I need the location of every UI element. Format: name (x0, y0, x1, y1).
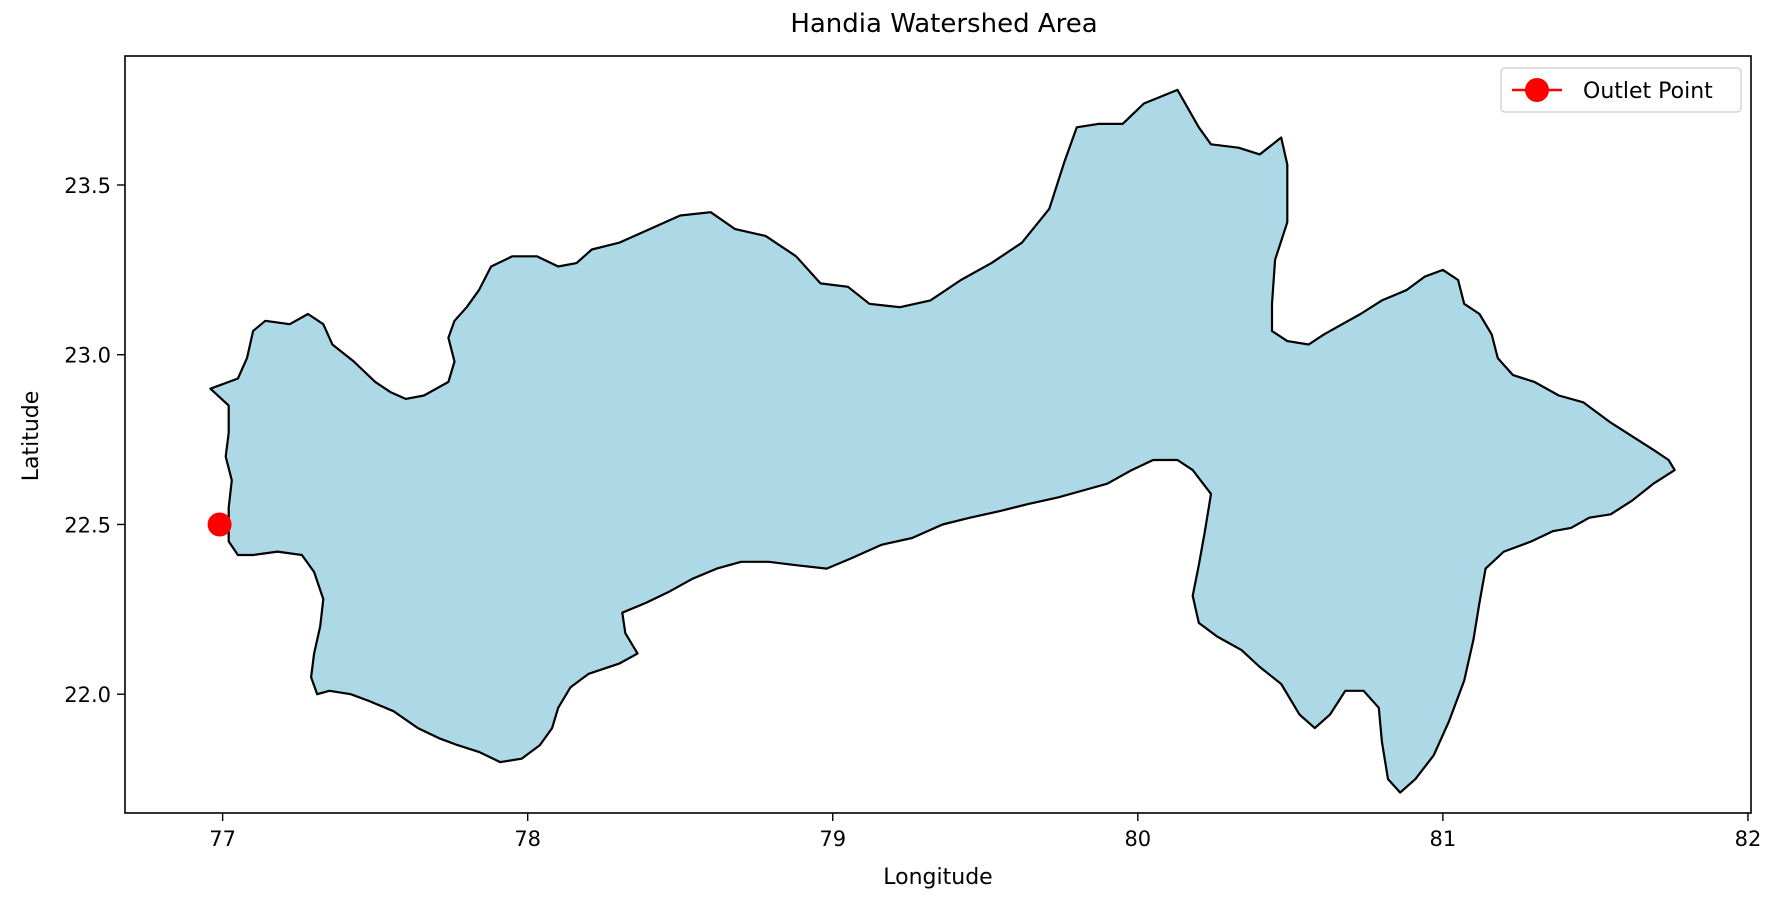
x-tick-label: 77 (209, 827, 236, 851)
x-tick-label: 82 (1735, 827, 1762, 851)
x-axis-label: Longitude (883, 865, 992, 890)
y-tick-label: 23.5 (64, 174, 111, 198)
legend-entry-outlet-point: Outlet Point (1583, 79, 1713, 104)
plot-frame (124, 55, 1752, 814)
legend-outlet-marker (1525, 78, 1549, 102)
x-axis: 77 78 79 80 81 82 (209, 813, 1761, 851)
y-axis-label: Latitude (19, 391, 44, 482)
y-tick-label: 22.5 (64, 513, 111, 537)
plot-area (124, 55, 1752, 814)
watershed-polygon (209, 88, 1676, 794)
legend-box (1500, 67, 1742, 113)
x-tick-label: 78 (514, 827, 541, 851)
x-tick-label: 79 (819, 827, 846, 851)
y-axis: 22.0 22.5 23.0 23.5 (64, 174, 125, 707)
legend: Outlet Point (1500, 67, 1742, 113)
y-tick-label: 22.0 (64, 683, 111, 707)
x-tick-label: 80 (1124, 827, 1151, 851)
x-tick-label: 81 (1430, 827, 1457, 851)
outlet-layer (207, 512, 232, 537)
y-tick-label: 23.0 (64, 344, 111, 368)
outlet-point-marker (207, 512, 232, 537)
map-title: Handia Watershed Area (790, 9, 1097, 39)
